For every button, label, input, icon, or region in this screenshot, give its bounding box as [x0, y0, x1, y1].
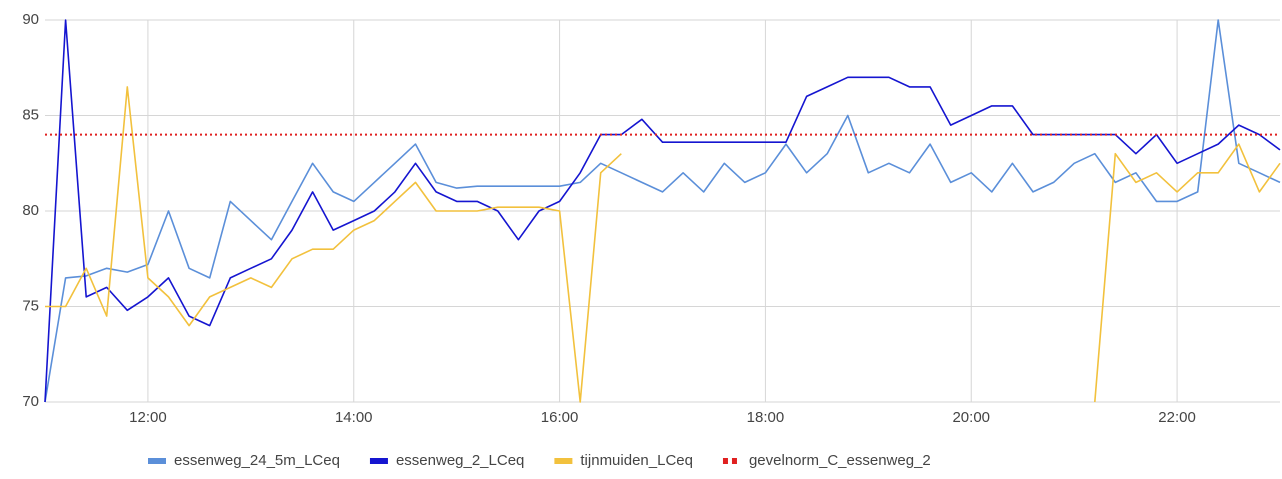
- x-tick-label: 18:00: [747, 409, 785, 426]
- x-tick-label: 22:00: [1158, 409, 1196, 426]
- x-tick-label: 14:00: [335, 409, 373, 426]
- series-line: [44, 19, 1281, 403]
- series-line: [45, 86, 1281, 403]
- y-tick-label: 70: [22, 393, 39, 410]
- legend-swatch: [369, 458, 388, 464]
- series-line: [44, 19, 1281, 403]
- x-tick-label: 20:00: [952, 409, 990, 426]
- x-tick-label: 12:00: [129, 409, 167, 426]
- y-tick-label: 85: [22, 106, 39, 123]
- legend-label: gevelnorm_C_essenweg_2: [749, 452, 931, 469]
- legend-label: essenweg_24_5m_LCeq: [174, 452, 340, 469]
- y-tick-label: 90: [22, 11, 39, 28]
- legend-swatch: [554, 458, 573, 464]
- legend-label: essenweg_2_LCeq: [396, 452, 524, 469]
- legend-swatch: [731, 458, 737, 464]
- y-tick-label: 80: [22, 202, 39, 219]
- legend-label: tijnmuiden_LCeq: [580, 452, 693, 469]
- x-tick-label: 16:00: [541, 409, 579, 426]
- y-tick-label: 75: [22, 297, 39, 314]
- legend-swatch: [148, 458, 166, 464]
- legend-swatch: [722, 458, 728, 464]
